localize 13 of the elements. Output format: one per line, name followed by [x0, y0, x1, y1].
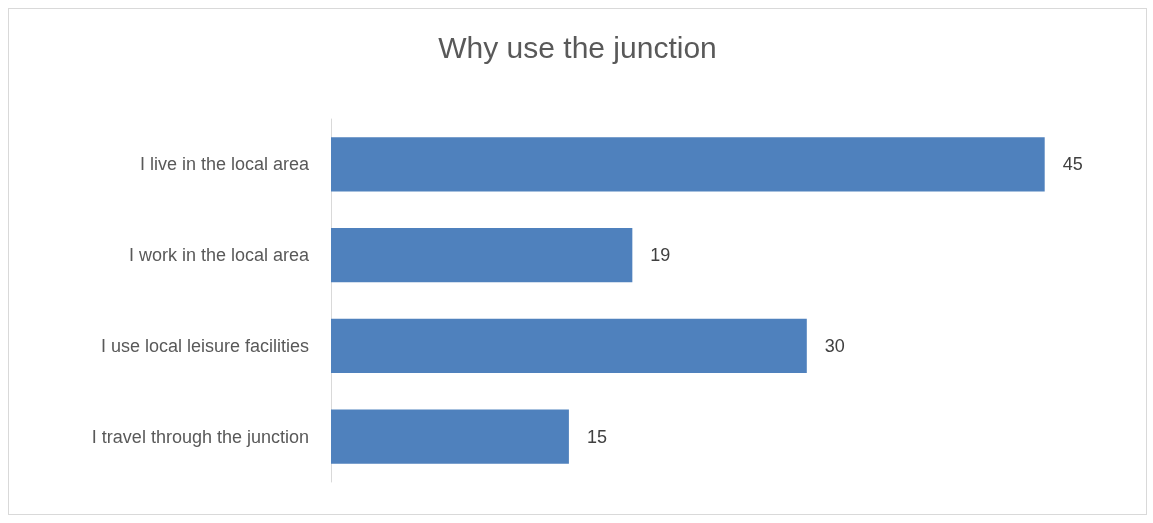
bar [331, 137, 1045, 192]
data-label: 19 [650, 245, 671, 266]
data-label: 45 [1062, 154, 1083, 175]
bar [331, 409, 569, 464]
y-tick-label: I work in the local area [128, 245, 310, 266]
y-tick-label: I travel through the junction [91, 426, 309, 447]
chart-title: Why use the junction [438, 30, 717, 64]
data-label: 15 [586, 426, 607, 447]
bar [331, 227, 633, 283]
y-tick-label: I use local leisure facilities [100, 335, 309, 356]
bar [331, 318, 807, 374]
data-label: 30 [824, 335, 845, 356]
y-tick-label: I live in the local area [139, 154, 310, 175]
